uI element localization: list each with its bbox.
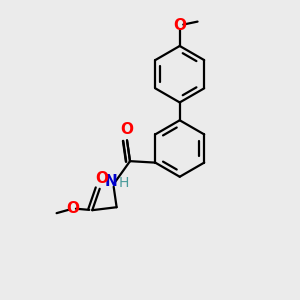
Text: H: H [118, 176, 129, 190]
Text: O: O [66, 201, 80, 216]
Text: O: O [96, 171, 109, 186]
Text: O: O [173, 18, 186, 33]
Text: O: O [120, 122, 133, 137]
Text: N: N [105, 175, 117, 190]
